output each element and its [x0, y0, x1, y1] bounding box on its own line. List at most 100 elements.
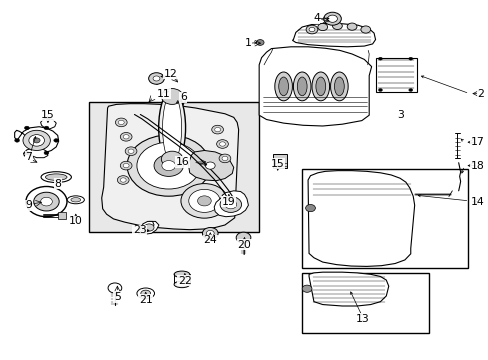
Bar — [375, 58, 416, 92]
Circle shape — [308, 27, 314, 32]
Circle shape — [23, 130, 50, 150]
Text: 20: 20 — [237, 240, 251, 250]
Polygon shape — [23, 148, 48, 158]
Circle shape — [302, 285, 311, 292]
Text: 22: 22 — [178, 276, 191, 286]
Ellipse shape — [274, 72, 292, 101]
Circle shape — [197, 196, 211, 206]
Ellipse shape — [174, 271, 189, 278]
Circle shape — [54, 139, 59, 142]
Text: 12: 12 — [163, 69, 177, 79]
Circle shape — [214, 127, 220, 132]
Ellipse shape — [141, 290, 150, 297]
Polygon shape — [41, 118, 56, 129]
Circle shape — [41, 197, 52, 206]
Circle shape — [123, 135, 129, 139]
Circle shape — [154, 155, 183, 176]
Circle shape — [161, 151, 183, 167]
Bar — [302, 273, 428, 333]
Circle shape — [148, 73, 164, 84]
Circle shape — [378, 89, 382, 91]
Text: 8: 8 — [54, 179, 61, 189]
Text: 2: 2 — [476, 89, 483, 99]
Circle shape — [220, 197, 241, 212]
Circle shape — [44, 151, 49, 155]
Ellipse shape — [311, 72, 329, 101]
Ellipse shape — [71, 198, 81, 202]
Circle shape — [15, 139, 20, 142]
Circle shape — [202, 228, 218, 239]
Circle shape — [219, 142, 225, 146]
Circle shape — [332, 22, 342, 30]
Circle shape — [236, 232, 250, 243]
Circle shape — [44, 126, 49, 130]
Circle shape — [118, 120, 124, 125]
Circle shape — [222, 156, 227, 161]
Circle shape — [408, 57, 412, 60]
Bar — [58, 212, 65, 219]
Text: 21: 21 — [139, 294, 152, 305]
Text: 10: 10 — [69, 216, 82, 226]
Circle shape — [127, 135, 210, 196]
Circle shape — [153, 76, 160, 81]
Ellipse shape — [45, 174, 67, 180]
Text: 16: 16 — [176, 157, 189, 167]
Text: 9: 9 — [25, 200, 32, 210]
Polygon shape — [140, 221, 159, 234]
Polygon shape — [308, 272, 388, 306]
Polygon shape — [102, 104, 238, 230]
Circle shape — [24, 151, 29, 155]
Circle shape — [206, 230, 214, 236]
Text: 6: 6 — [180, 92, 186, 102]
Polygon shape — [214, 191, 248, 217]
Circle shape — [120, 161, 132, 170]
Circle shape — [117, 176, 129, 184]
Bar — [89, 102, 259, 232]
Circle shape — [317, 23, 327, 31]
Circle shape — [34, 192, 59, 211]
Circle shape — [162, 161, 175, 171]
Text: 1: 1 — [244, 38, 251, 48]
Circle shape — [137, 142, 200, 189]
Circle shape — [26, 186, 67, 217]
Text: 15: 15 — [270, 159, 284, 169]
Text: 3: 3 — [397, 110, 404, 120]
Polygon shape — [188, 150, 233, 181]
Circle shape — [256, 40, 264, 45]
Ellipse shape — [297, 77, 306, 96]
Circle shape — [123, 163, 129, 168]
Ellipse shape — [334, 77, 344, 96]
Text: 5: 5 — [114, 292, 121, 302]
Circle shape — [125, 147, 137, 156]
Ellipse shape — [293, 72, 310, 101]
Ellipse shape — [330, 72, 347, 101]
Text: 11: 11 — [156, 89, 170, 99]
Polygon shape — [138, 221, 154, 234]
Bar — [272, 154, 286, 168]
Circle shape — [327, 15, 337, 22]
Circle shape — [144, 224, 154, 231]
Circle shape — [346, 23, 356, 30]
Bar — [302, 169, 468, 268]
Text: 7: 7 — [25, 152, 32, 162]
Circle shape — [33, 138, 40, 143]
Polygon shape — [292, 23, 375, 47]
Ellipse shape — [67, 196, 84, 204]
Text: 23: 23 — [133, 225, 146, 235]
Circle shape — [216, 140, 228, 148]
Circle shape — [305, 25, 317, 34]
Circle shape — [120, 178, 126, 182]
Text: 19: 19 — [222, 197, 235, 207]
Polygon shape — [15, 127, 59, 153]
Polygon shape — [259, 47, 371, 126]
Circle shape — [323, 12, 341, 25]
Ellipse shape — [41, 172, 71, 183]
Circle shape — [29, 135, 44, 146]
Ellipse shape — [315, 77, 325, 96]
Ellipse shape — [278, 77, 288, 96]
Circle shape — [224, 200, 236, 209]
Text: 18: 18 — [469, 161, 483, 171]
Circle shape — [360, 26, 370, 33]
Circle shape — [161, 89, 183, 104]
Circle shape — [378, 57, 382, 60]
